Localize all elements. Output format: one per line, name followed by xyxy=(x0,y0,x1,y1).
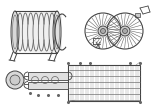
Circle shape xyxy=(107,13,143,49)
Circle shape xyxy=(98,26,108,36)
Circle shape xyxy=(123,28,128,33)
Bar xyxy=(68,65,140,101)
Bar xyxy=(135,13,140,17)
Circle shape xyxy=(100,28,105,33)
Bar xyxy=(114,24,130,38)
Ellipse shape xyxy=(55,15,60,49)
Ellipse shape xyxy=(11,11,19,53)
Ellipse shape xyxy=(53,11,61,53)
Circle shape xyxy=(85,13,121,49)
Bar xyxy=(28,72,68,80)
Circle shape xyxy=(10,75,20,85)
Ellipse shape xyxy=(12,15,17,49)
Circle shape xyxy=(6,71,24,89)
Polygon shape xyxy=(12,10,62,54)
Bar xyxy=(28,82,68,89)
Circle shape xyxy=(120,26,130,36)
